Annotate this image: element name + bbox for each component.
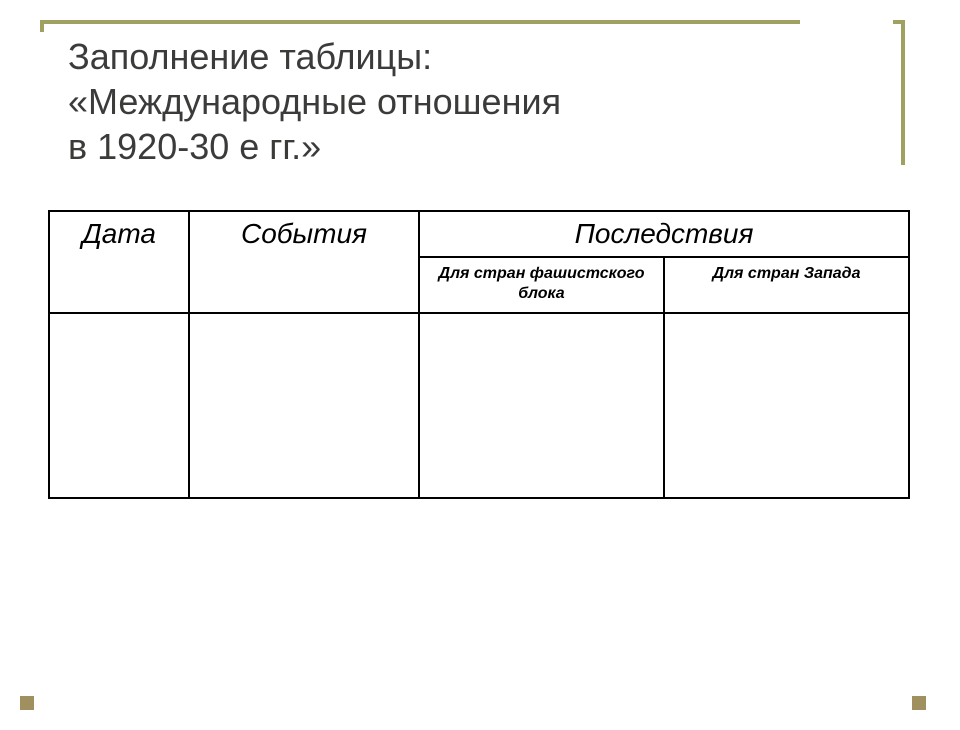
table-header-row-1: Дата События Последствия bbox=[49, 211, 909, 257]
col-subheader-fascist-bloc: Для стран фашистского блока bbox=[419, 257, 664, 313]
col-header-events: События bbox=[189, 211, 419, 313]
bracket-decor-top bbox=[40, 20, 800, 32]
col-subheader-western: Для стран Запада bbox=[664, 257, 909, 313]
decor-square-bottom-left bbox=[20, 696, 34, 710]
table-wrap: Дата События Последствия Для стран фашис… bbox=[48, 210, 908, 499]
main-table: Дата События Последствия Для стран фашис… bbox=[48, 210, 910, 499]
col-header-date: Дата bbox=[49, 211, 189, 313]
slide-container: Заполнение таблицы: «Международные отнош… bbox=[0, 10, 960, 730]
title-line-2: «Международные отношения bbox=[68, 79, 888, 124]
title-line-1: Заполнение таблицы: bbox=[68, 34, 888, 79]
title-block: Заполнение таблицы: «Международные отнош… bbox=[68, 34, 888, 169]
col-header-consequences: Последствия bbox=[419, 211, 909, 257]
cell-events bbox=[189, 313, 419, 498]
table-row bbox=[49, 313, 909, 498]
bracket-decor-right bbox=[893, 20, 905, 165]
cell-cons-western bbox=[664, 313, 909, 498]
cell-cons-fascist bbox=[419, 313, 664, 498]
cell-date bbox=[49, 313, 189, 498]
title-line-3: в 1920-30 е гг.» bbox=[68, 124, 888, 169]
decor-square-bottom-right bbox=[912, 696, 926, 710]
